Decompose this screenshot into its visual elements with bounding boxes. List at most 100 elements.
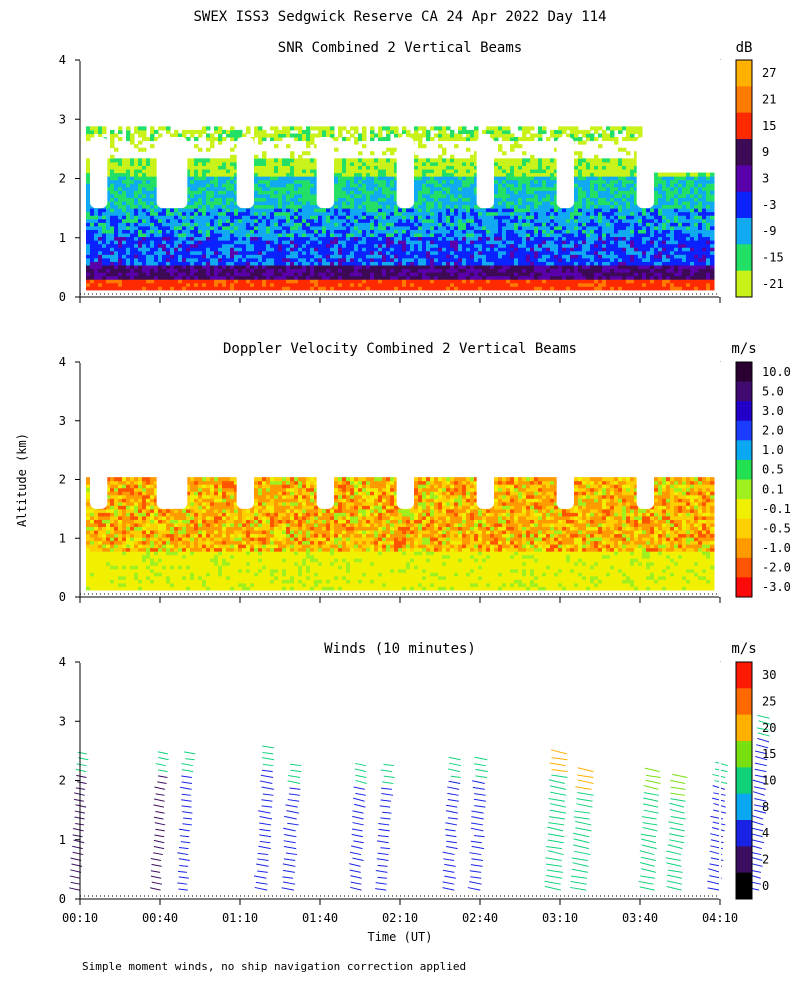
heat-cell: [274, 268, 279, 273]
heat-cell: [378, 204, 383, 209]
heat-cell: [554, 233, 559, 238]
heat-cell: [466, 186, 471, 191]
heat-cell: [278, 161, 283, 166]
heat-cell: [86, 176, 91, 181]
heat-cell: [298, 225, 303, 230]
heat-cell: [214, 161, 219, 166]
heat-cell: [342, 197, 347, 202]
heat-cell: [270, 137, 275, 142]
heat-cell: [414, 172, 419, 177]
heat-cell: [302, 229, 307, 234]
heat-cell: [434, 158, 439, 163]
heat-cell: [310, 172, 315, 177]
heat-cell: [358, 211, 363, 216]
heat-cell: [142, 161, 147, 166]
heat-cell: [350, 282, 355, 287]
heat-cell: [510, 169, 515, 174]
heat-cell: [126, 268, 131, 273]
heat-cell: [510, 201, 515, 206]
heat-cell: [498, 218, 503, 223]
heat-cell: [358, 208, 363, 213]
heat-cell: [234, 183, 239, 188]
heat-cell: [90, 233, 95, 238]
heat-cell: [206, 208, 211, 213]
heat-cell: [422, 179, 427, 184]
heat-cell: [374, 265, 379, 270]
heat-cell: [86, 225, 91, 230]
heat-cell: [334, 233, 339, 238]
heat-cell: [210, 222, 215, 227]
heat-cell: [258, 165, 263, 170]
heat-cell: [442, 268, 447, 273]
heat-cell: [254, 197, 259, 202]
heat-cell: [570, 133, 575, 138]
heat-cell: [498, 282, 503, 287]
heat-cell: [170, 286, 175, 291]
heat-cell: [294, 247, 299, 252]
heat-cell: [194, 176, 199, 181]
heat-cell: [542, 211, 547, 216]
heat-cell: [454, 240, 459, 245]
heat-cell: [534, 201, 539, 206]
heat-cell: [266, 272, 271, 277]
heat-cell: [310, 247, 315, 252]
heat-cell: [538, 243, 543, 248]
heat-cell: [426, 261, 431, 266]
heat-cell: [134, 183, 139, 188]
heat-cell: [170, 261, 175, 266]
heat-cell: [570, 236, 575, 241]
heat-cell: [330, 282, 335, 287]
heat-cell: [182, 129, 187, 134]
heat-cell: [498, 261, 503, 266]
heat-cell: [462, 268, 467, 273]
heat-cell: [578, 222, 583, 227]
heat-cell: [318, 275, 323, 280]
heat-cell: [430, 172, 435, 177]
heat-cell: [178, 215, 183, 220]
heat-cell: [442, 147, 447, 152]
heat-cell: [530, 286, 535, 291]
heat-cell: [102, 250, 107, 255]
heat-cell: [554, 275, 559, 280]
heat-cell: [454, 193, 459, 198]
heat-cell: [94, 250, 99, 255]
heat-cell: [434, 201, 439, 206]
heat-cell: [110, 137, 115, 142]
heat-cell: [278, 165, 283, 170]
heat-cell: [94, 222, 99, 227]
heat-cell: [542, 268, 547, 273]
heat-cell: [362, 279, 367, 284]
heat-cell: [210, 254, 215, 259]
heat-cell: [170, 211, 175, 216]
heat-cell: [482, 222, 487, 227]
heat-cell: [182, 286, 187, 291]
heat-cell: [382, 137, 387, 142]
heat-cell: [486, 286, 491, 291]
heat-cell: [158, 243, 163, 248]
heat-cell: [334, 158, 339, 163]
heat-cell: [274, 233, 279, 238]
heat-cell: [474, 201, 479, 206]
heat-cell: [462, 208, 467, 213]
heat-cell: [298, 261, 303, 266]
heat-cell: [310, 254, 315, 259]
heat-cell: [258, 243, 263, 248]
heat-cell: [350, 190, 355, 195]
heat-cell: [214, 126, 219, 131]
heat-cell: [206, 240, 211, 245]
heat-cell: [186, 229, 191, 234]
heat-cell: [190, 197, 195, 202]
heat-cell: [274, 172, 279, 177]
heat-cell: [542, 222, 547, 227]
heat-cell: [366, 265, 371, 270]
heat-cell: [474, 218, 479, 223]
heat-cell: [150, 247, 155, 252]
heat-cell: [158, 215, 163, 220]
heat-cell: [310, 208, 315, 213]
heat-cell: [206, 218, 211, 223]
heat-cell: [278, 229, 283, 234]
heat-cell: [318, 233, 323, 238]
heat-cell: [354, 215, 359, 220]
heat-cell: [406, 279, 411, 284]
heat-cell: [98, 257, 103, 262]
